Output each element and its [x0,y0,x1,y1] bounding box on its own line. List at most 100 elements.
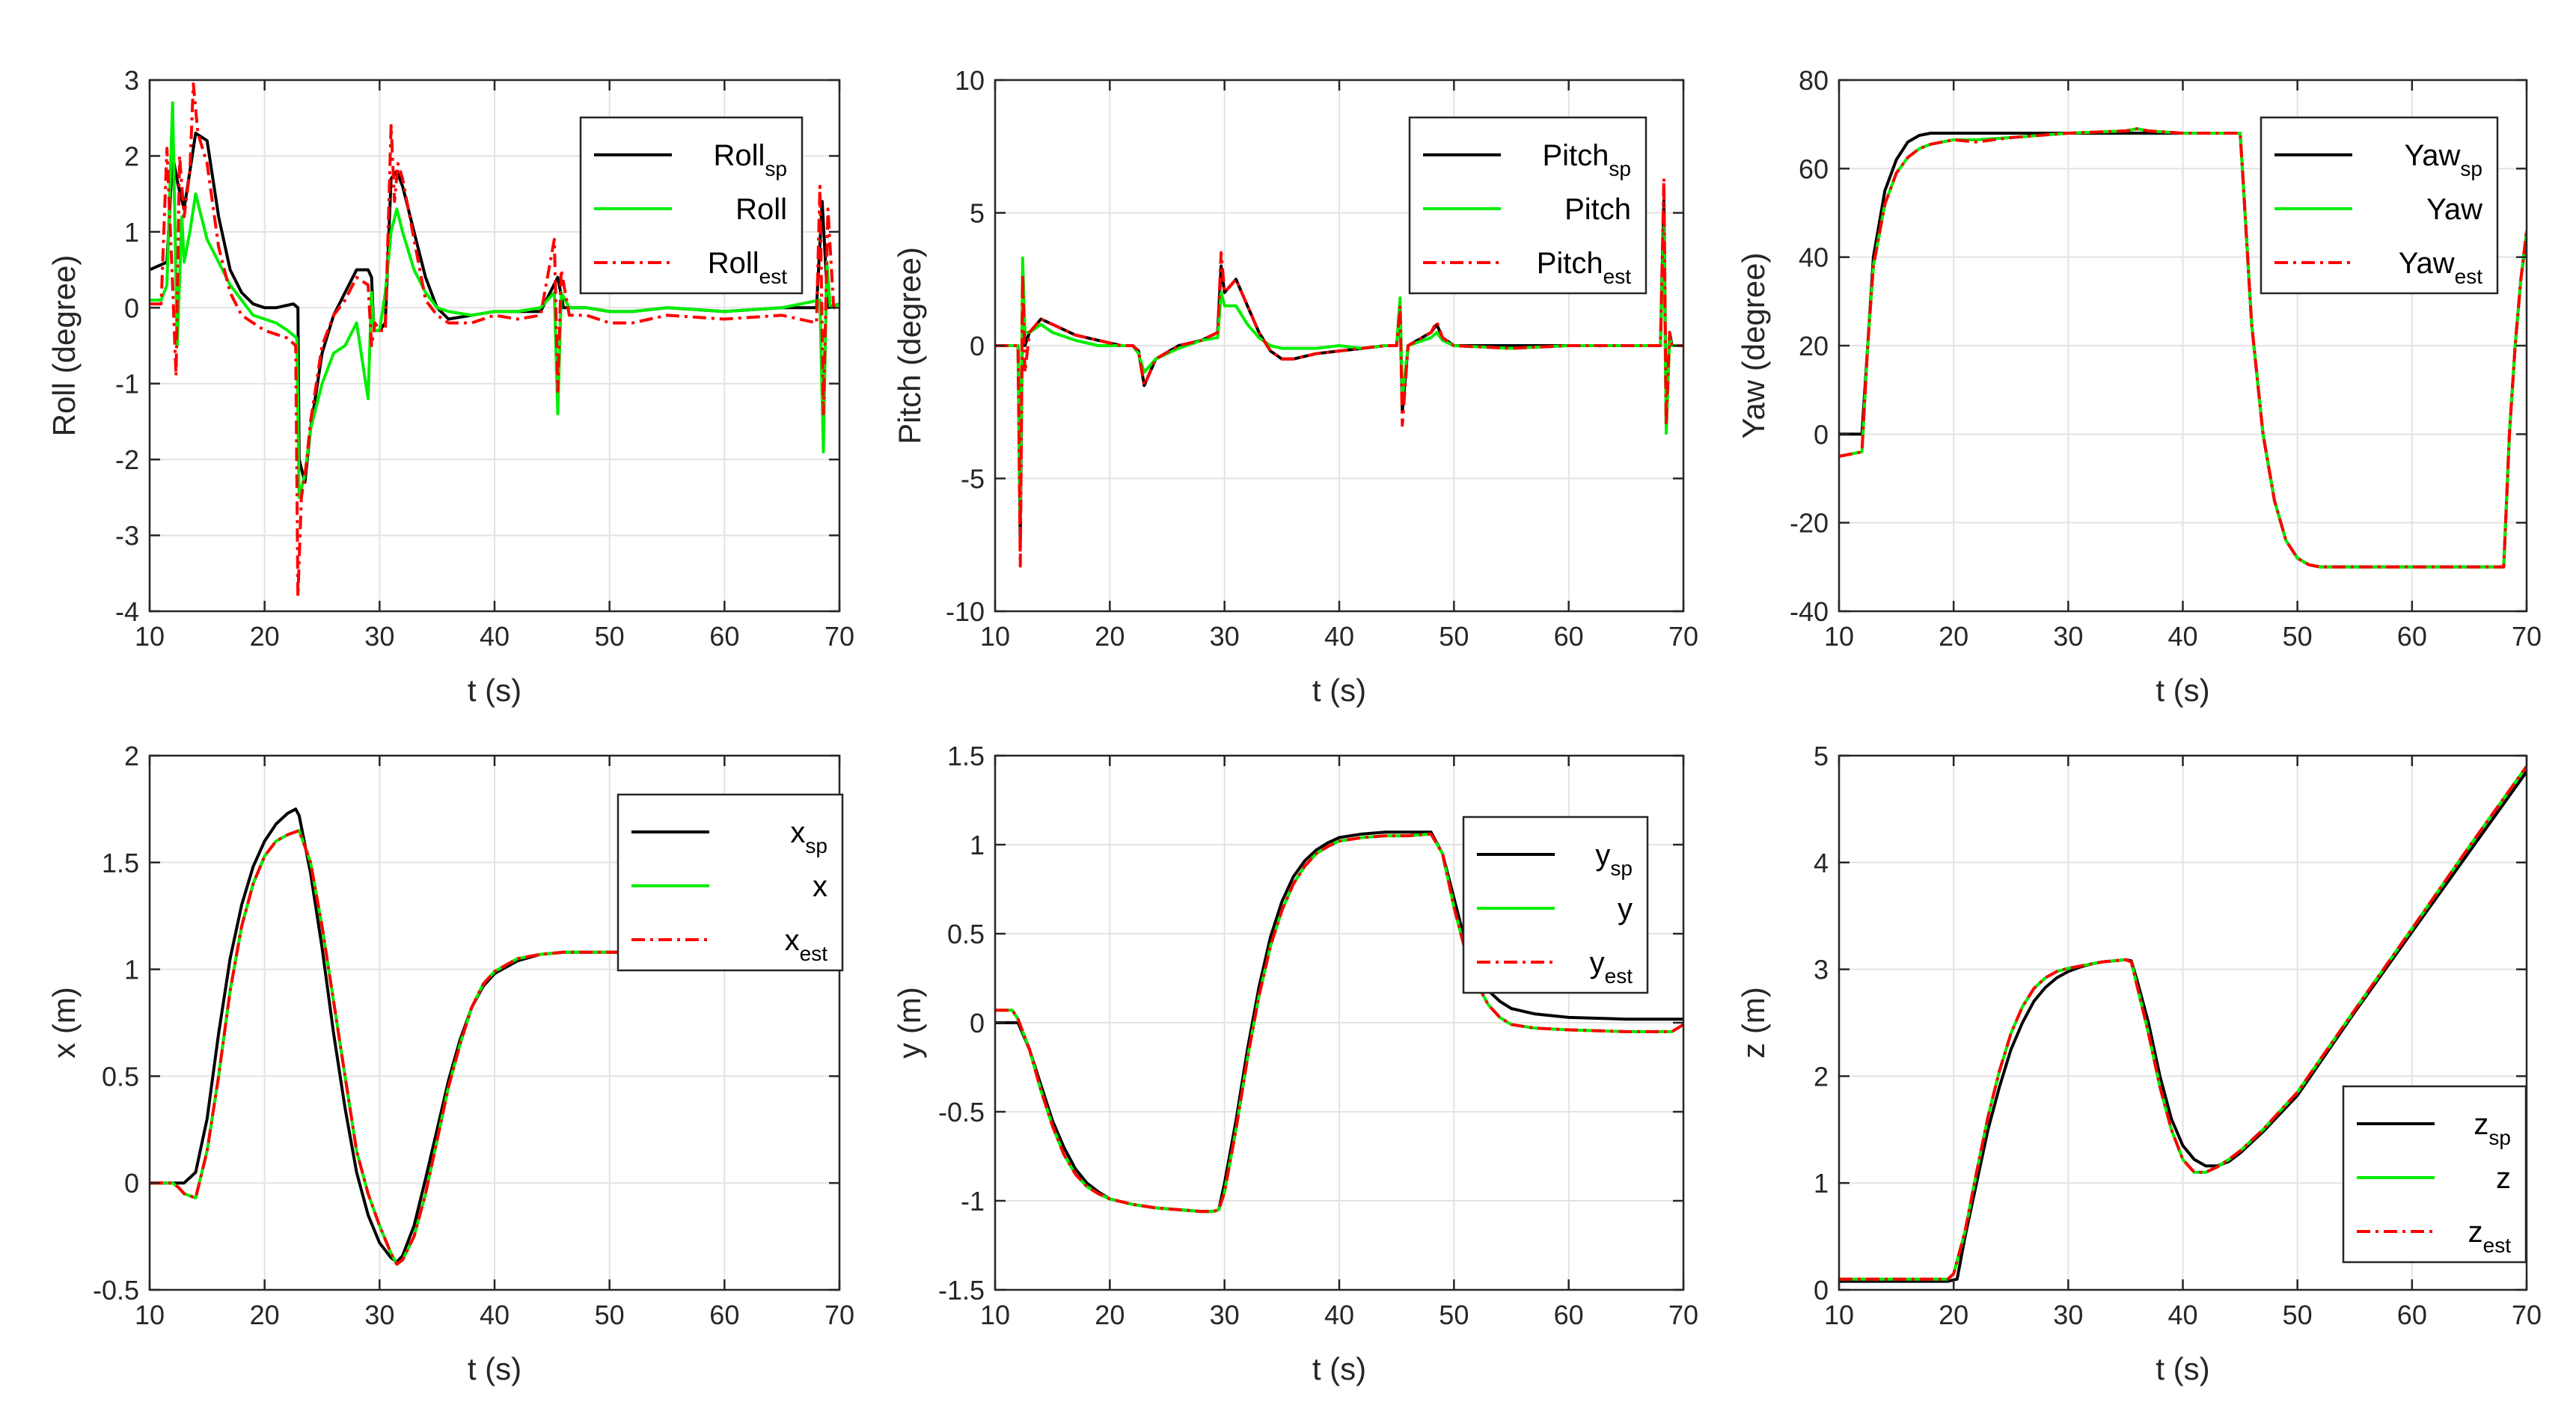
y-tick-label: -40 [1790,596,1829,627]
legend-label-subscript: sp [805,834,827,857]
legend-label-name: x [813,870,827,903]
y-tick-label: 1.5 [102,848,139,878]
x-tick-label: 60 [1554,1300,1584,1330]
x-tick-label: 40 [480,621,510,652]
subplot-3: 10 20 30 40 50 60 70 -40 -20 0 20 40 60 80 t (s) Yaw (d… [1736,65,2542,708]
legend-label: Yawsp [2405,139,2482,180]
y-axis-label: y (m) [892,987,927,1059]
legend-label: Yaw [2426,193,2482,226]
y-tick-label: -10 [946,596,985,627]
y-tick-label: -3 [115,521,139,551]
x-tick-label: 60 [2397,1300,2427,1330]
y-tick-label: 5 [970,198,985,229]
legend-label-subscript: est [1603,265,1632,288]
y-tick-label: 40 [1799,242,1829,273]
legend-label-subscript: est [759,265,788,288]
x-tick-label: 30 [364,621,394,652]
subplot-5: 10 20 30 40 50 60 70 -1.5 -1 -0.5 0 0.5 1 1.5 t (s) y (… [892,741,1698,1386]
y-tick-label: 60 [1799,153,1829,184]
legend-label: z [2496,1162,2511,1195]
y-tick-label: -1.5 [938,1275,985,1306]
legend-label: Pitch [1564,193,1631,226]
legend-label-name: z [2496,1162,2511,1195]
y-tick-label: 0 [1814,1275,1829,1306]
y-tick-label: -20 [1790,508,1829,539]
y-tick-label: 2 [124,741,139,771]
series-line-pitch [995,224,1683,520]
series-line-x [150,829,839,1266]
x-tick-label: 10 [135,621,165,652]
x-tick-label: 20 [1095,621,1125,652]
x-tick-label: 10 [1824,621,1854,652]
legend-label: ysp [1595,839,1633,880]
legend-label-name: y [1590,946,1605,979]
legend-box [2260,116,2499,295]
legend-label-subscript: sp [2460,157,2482,180]
x-tick-label: 50 [1439,621,1469,652]
x-tick-label: 30 [1210,1300,1240,1330]
legend-label: y [1618,893,1633,925]
subplot-4: 10 20 30 40 50 60 70-0.500.511.52t (s)x (m)xsp… [46,741,854,1386]
series-group [1839,127,2527,569]
x-tick-label: 60 [709,621,739,652]
y-axis-label: Yaw (degree) [1736,252,1771,438]
y-tick-label: 5 [1814,741,1829,771]
y-tick-label: -4 [115,596,139,627]
x-axis-label: t (s) [468,1351,521,1386]
series-line-y-est [995,832,1683,1214]
series-line-z [1839,765,2527,1281]
legend-label: Rollsp [714,139,787,180]
x-tick-label: 60 [709,1300,739,1330]
y-axis-label: Roll (degree) [46,255,82,437]
legend-label-subscript: est [2483,1234,2512,1257]
legend-label: xest [785,924,828,965]
x-tick-label: 60 [1554,621,1584,652]
x-tick-label: 70 [1668,1300,1698,1330]
x-tick-label: 70 [2512,621,2542,652]
legend-label-name: Yaw [2426,193,2482,226]
y-tick-label: 0.5 [947,919,985,949]
y-tick-label: 0 [124,293,139,323]
x-tick-label: 40 [2167,1300,2197,1330]
x-tick-label: 50 [595,621,625,652]
y-tick-label: 0 [124,1168,139,1199]
x-tick-label: 30 [2053,1300,2083,1330]
legend-label-name: y [1618,893,1633,925]
x-tick-label: 10 [1824,1300,1854,1330]
x-tick-label: 10 [980,1300,1010,1330]
legend-label: Pitchsp [1542,139,1631,180]
x-tick-label: 50 [2283,621,2313,652]
legend-label: Roll [735,193,787,226]
x-tick-label: 70 [824,1300,854,1330]
x-tick-label: 50 [2283,1300,2313,1330]
legend-label: Yawest [2399,247,2482,288]
y-tick-label: -0.5 [93,1275,139,1306]
y-tick-label: 1.5 [947,741,985,771]
legend-label-subscript: sp [1610,857,1633,880]
y-tick-label: 20 [1799,331,1829,361]
legend-label: xsp [790,816,827,857]
legend-label-name: x [790,816,805,849]
y-tick-label: 1 [1814,1168,1829,1199]
x-tick-label: 20 [250,621,280,652]
x-tick-label: 70 [2512,1300,2542,1330]
y-tick-label: -1 [115,369,139,400]
legend-label: zsp [2473,1108,2511,1149]
x-tick-label: 20 [250,1300,280,1330]
x-axis-label: t (s) [1312,673,1366,708]
x-tick-label: 20 [1939,1300,1968,1330]
y-tick-label: 4 [1814,848,1829,878]
legend-label-name: Pitch [1542,139,1609,172]
y-tick-label: -1 [961,1186,985,1217]
x-axis-label: t (s) [1312,1351,1366,1386]
x-tick-label: 40 [1324,621,1354,652]
y-tick-label: -0.5 [938,1097,985,1127]
subplot-1: 10 20 30 40 50 60 70 -4 -3 -2 -1 0 1 2 3 t (s) Roll (deg… [46,65,854,708]
y-tick-label: 0 [970,1008,985,1038]
legend-label-name: Pitch [1564,193,1631,226]
y-tick-label: 2 [124,141,139,171]
